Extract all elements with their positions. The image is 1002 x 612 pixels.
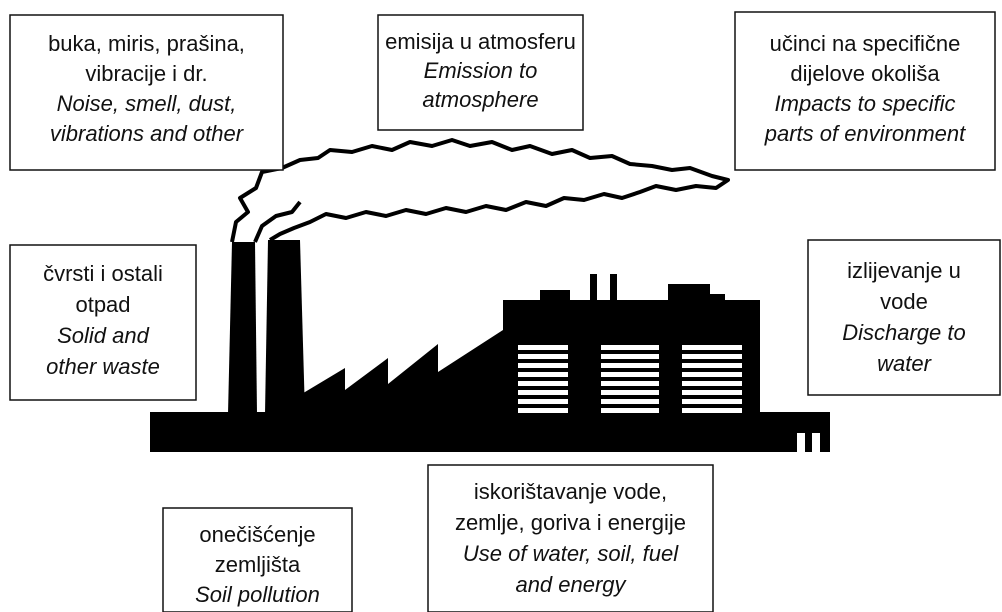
- window-stripe: [682, 354, 742, 359]
- window-stripe: [518, 399, 568, 404]
- window-stripe: [518, 390, 568, 395]
- window-stripe: [601, 408, 659, 413]
- english-line: other waste: [46, 354, 160, 379]
- chimney: [265, 240, 305, 414]
- english-line: water: [877, 351, 932, 376]
- text-box: čvrsti i ostali otpad Solid and other waste: [10, 245, 196, 400]
- roof-pipe: [590, 274, 597, 302]
- window-stripe: [518, 345, 568, 350]
- english-line: Noise, smell, dust,: [57, 91, 237, 116]
- window-stripe: [682, 408, 742, 413]
- croatian-line: čvrsti i ostali: [43, 261, 163, 286]
- text-box: učinci na specifične dijelove okoliša Impa…: [735, 12, 995, 170]
- door: [812, 433, 820, 452]
- english-line: Solid and: [57, 323, 150, 348]
- english-line: Use of water, soil, fuel: [463, 541, 679, 566]
- window-stripe: [518, 381, 568, 386]
- croatian-line: buka, miris, prašina,: [48, 31, 245, 56]
- window-stripe: [601, 354, 659, 359]
- text-box: izlijevanje u vode Discharge to water: [808, 240, 1000, 395]
- roof-unit: [540, 290, 570, 302]
- croatian-line: iskorištavanje vode,: [474, 479, 667, 504]
- window-stripe: [518, 372, 568, 377]
- window-stripe: [682, 372, 742, 377]
- croatian-line: zemljišta: [215, 552, 301, 577]
- english-line: vibrations and other: [50, 121, 245, 146]
- croatian-line: emisija u atmosferu: [385, 29, 576, 54]
- base: [150, 412, 830, 452]
- croatian-line: onečišćenje: [199, 522, 315, 547]
- english-line: Impacts to specific: [775, 91, 956, 116]
- english-line: atmosphere: [422, 87, 538, 112]
- english-line: Soil pollution: [195, 582, 320, 607]
- window-stripe: [682, 390, 742, 395]
- text-box: buka, miris, prašina, vibracije i dr. Nois…: [10, 15, 283, 170]
- croatian-line: dijelove okoliša: [790, 61, 940, 86]
- text-box: onečišćenje zemljišta Soil pollution: [163, 508, 352, 612]
- chimney: [228, 242, 257, 414]
- window-stripe: [601, 372, 659, 377]
- window-stripe: [682, 363, 742, 368]
- roof-unit: [668, 284, 710, 302]
- window-stripe: [518, 363, 568, 368]
- croatian-line: zemlje, goriva i energije: [455, 510, 686, 535]
- text-box: iskorištavanje vode, zemlje, goriva i ene…: [428, 465, 713, 612]
- window-stripe: [601, 345, 659, 350]
- english-line: Emission to: [424, 58, 538, 83]
- croatian-line: izlijevanje u: [847, 258, 961, 283]
- window-stripe: [601, 381, 659, 386]
- window-stripe: [682, 381, 742, 386]
- english-line: and energy: [515, 572, 627, 597]
- factory: [150, 140, 830, 452]
- window-stripe: [601, 363, 659, 368]
- diagram: buka, miris, prašina, vibracije i dr. Nois…: [0, 0, 1002, 612]
- smoke: [232, 140, 728, 242]
- window-stripe: [601, 390, 659, 395]
- croatian-line: učinci na specifične: [770, 31, 961, 56]
- english-line: parts of environment: [764, 121, 966, 146]
- window-stripe: [518, 354, 568, 359]
- roof-pipe: [610, 274, 617, 302]
- croatian-line: vibracije i dr.: [85, 61, 207, 86]
- door: [797, 433, 805, 452]
- window-stripe: [682, 345, 742, 350]
- english-line: Discharge to: [842, 320, 966, 345]
- window-stripe: [601, 399, 659, 404]
- window-stripe: [518, 408, 568, 413]
- roof-unit: [705, 294, 725, 302]
- sawtooth-roof: [300, 330, 503, 414]
- window-stripe: [682, 399, 742, 404]
- croatian-line: vode: [880, 289, 928, 314]
- text-box: emisija u atmosferu Emission to atmosphere: [378, 15, 583, 130]
- croatian-line: otpad: [75, 292, 130, 317]
